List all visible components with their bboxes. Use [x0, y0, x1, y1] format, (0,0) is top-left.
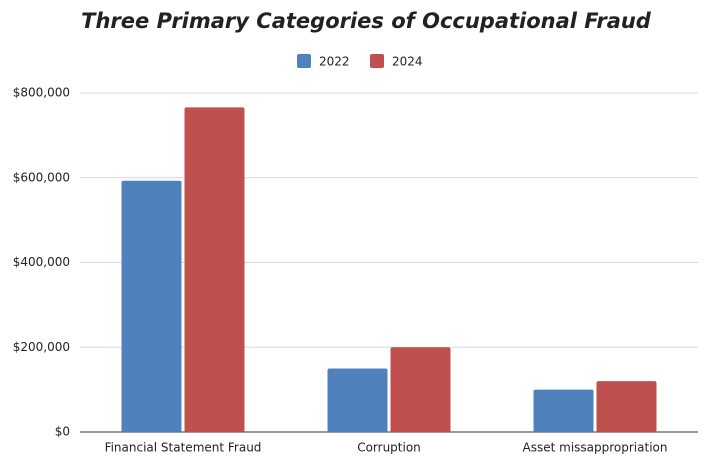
x-tick-label: Financial Statement Fraud [105, 441, 262, 455]
y-tick-label: $600,000 [13, 170, 70, 184]
x-tick-label: Asset missappropriation [523, 441, 668, 455]
bar [596, 381, 657, 432]
y-tick-label: $400,000 [13, 255, 70, 269]
x-tick-label: Corruption [357, 441, 421, 455]
bar [184, 107, 245, 432]
bar [121, 180, 182, 432]
bar [327, 368, 388, 432]
y-tick-label: $200,000 [13, 340, 70, 354]
legend-label: 2024 [392, 55, 423, 69]
legend-swatch [297, 54, 311, 68]
legend-swatch [370, 54, 384, 68]
y-tick-label: $0 [55, 425, 70, 439]
legend-label: 2022 [319, 55, 350, 69]
bar [533, 389, 594, 432]
chart-title: Three Primary Categories of Occupational… [81, 9, 652, 33]
bar [390, 347, 451, 432]
y-tick-label: $800,000 [13, 86, 70, 100]
